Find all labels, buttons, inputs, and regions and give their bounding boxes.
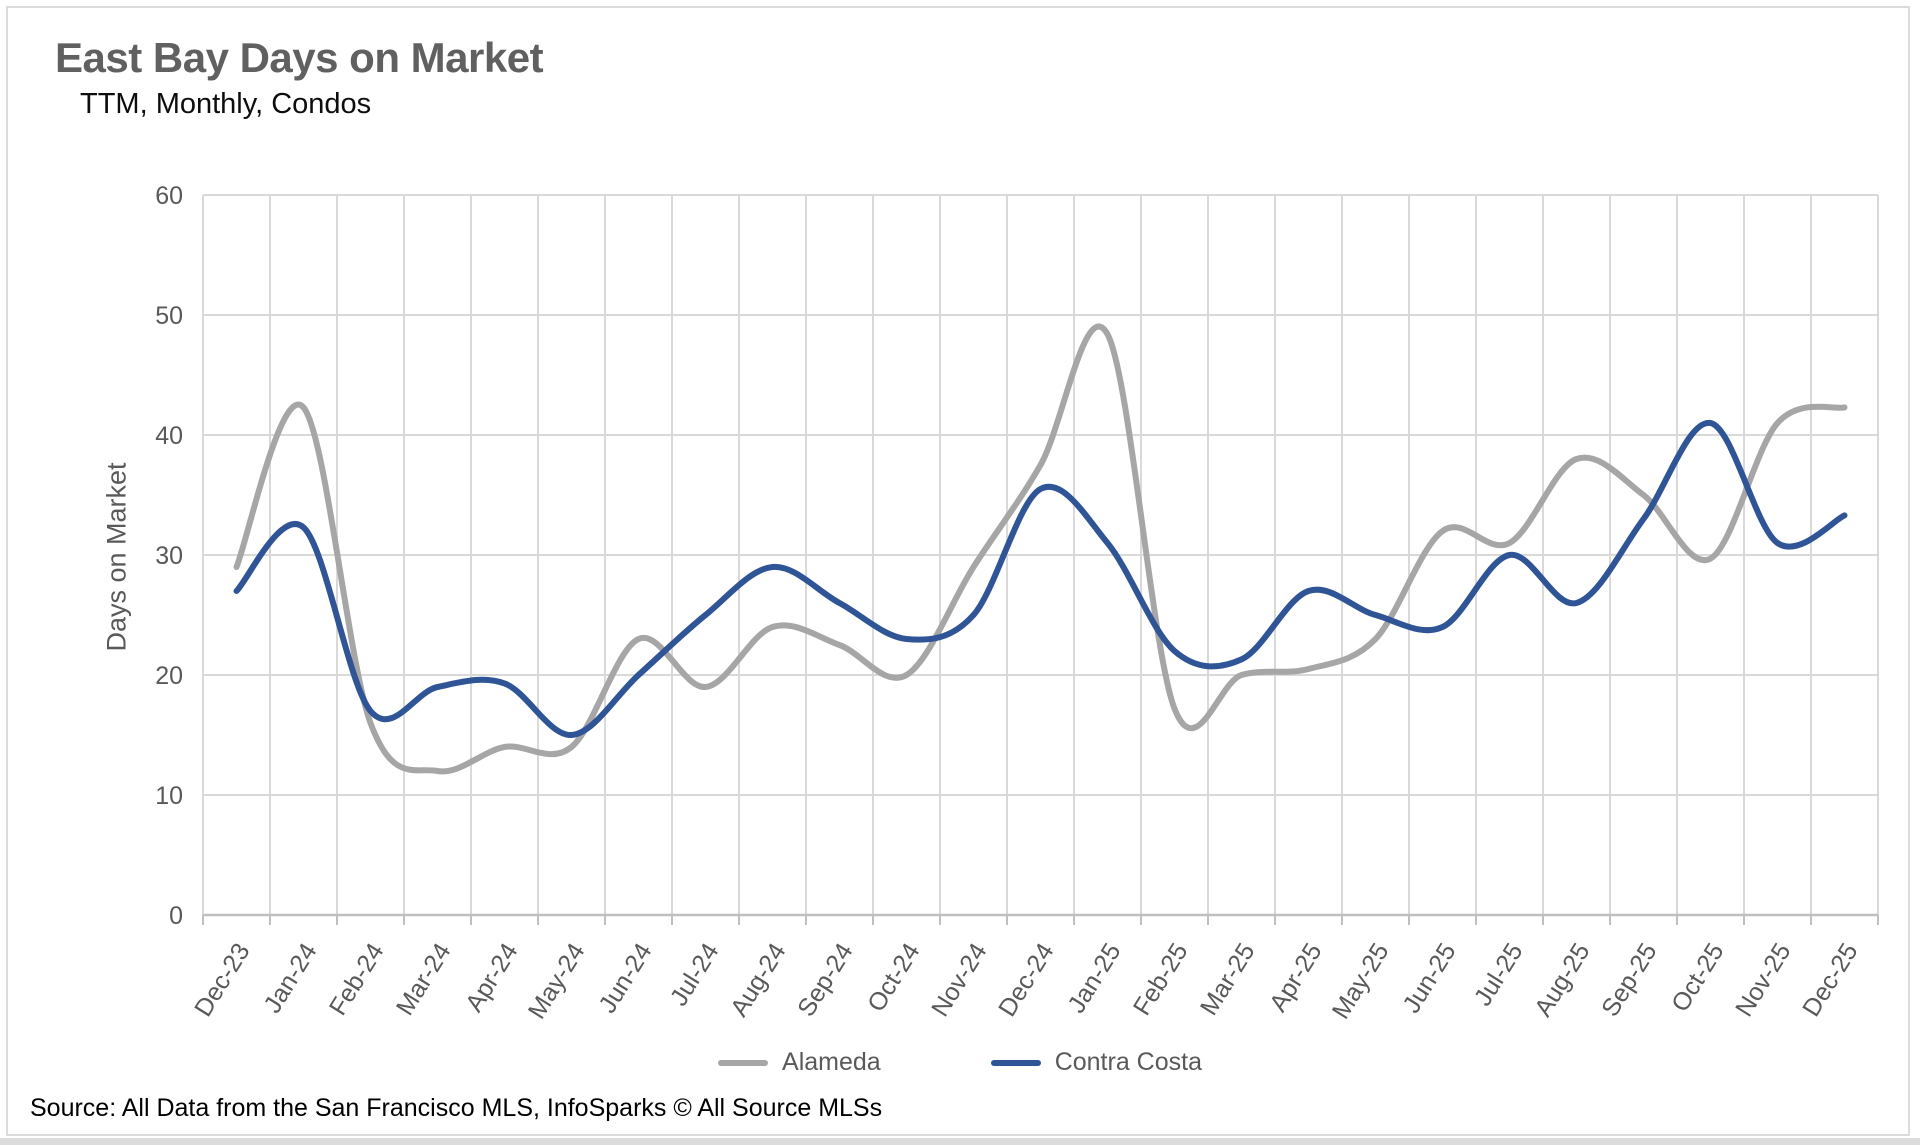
- x-tick-label: Dec-24: [993, 938, 1060, 1021]
- x-tick-label: Mar-24: [391, 938, 457, 1020]
- x-tick-label: Mar-25: [1195, 938, 1261, 1020]
- legend-label-contra-costa: Contra Costa: [1054, 1048, 1202, 1076]
- y-tick-label: 40: [155, 422, 183, 450]
- x-tick-label: Nov-24: [926, 938, 993, 1021]
- x-tick-label: Jun-25: [1397, 938, 1461, 1018]
- page-title: East Bay Days on Market: [55, 34, 544, 81]
- alameda-line: [233, 323, 1848, 775]
- x-tick-label: Sep-24: [792, 938, 859, 1021]
- x-tick-label: Apr-25: [1264, 938, 1328, 1016]
- x-tick-label: May-25: [1327, 938, 1395, 1024]
- y-tick-label: 60: [155, 182, 183, 210]
- x-tick-label: Jul-25: [1469, 938, 1529, 1011]
- legend-item-alameda: Alameda: [718, 1048, 881, 1077]
- x-tick-label: Jun-24: [593, 938, 657, 1018]
- y-tick-label: 50: [155, 302, 183, 330]
- x-tick-label: Dec-23: [189, 938, 255, 1021]
- x-tick-label: Oct-25: [1666, 938, 1730, 1016]
- x-tick-label: May-24: [523, 938, 591, 1024]
- x-tick-label: Aug-25: [1529, 938, 1595, 1021]
- x-tick-label: Apr-24: [460, 938, 524, 1017]
- x-tick-label: Feb-24: [324, 938, 390, 1020]
- x-tick-label: Jan-24: [258, 938, 322, 1018]
- x-tick-label: Jul-24: [665, 938, 725, 1011]
- chart-legend: Alameda Contra Costa: [0, 1048, 1920, 1077]
- contra-costa-swatch-icon: [990, 1059, 1041, 1066]
- legend-item-contra-costa: Contra Costa: [990, 1048, 1202, 1077]
- y-tick-label: 30: [155, 542, 183, 570]
- y-tick-label: 10: [155, 782, 183, 810]
- bottom-edge-strip: [0, 1138, 1920, 1145]
- chart-subtitle: TTM, Monthly, Condos: [80, 88, 372, 120]
- x-tick-label: Dec-25: [1797, 938, 1863, 1021]
- x-tick-label: Oct-24: [862, 938, 926, 1017]
- x-tick-label: Jan-25: [1062, 938, 1126, 1018]
- y-tick-label: 0: [169, 902, 183, 930]
- legend-label-alameda: Alameda: [782, 1048, 881, 1076]
- x-tick-label: Feb-25: [1128, 938, 1194, 1020]
- alameda-swatch-icon: [718, 1059, 769, 1066]
- x-tick-label: Nov-25: [1730, 938, 1796, 1021]
- contra-costa-line: [233, 419, 1848, 738]
- source-note: Source: All Data from the San Francisco …: [30, 1094, 883, 1122]
- x-tick-label: Aug-24: [725, 938, 792, 1021]
- y-tick-label: 20: [155, 662, 183, 690]
- x-tick-label: Sep-25: [1596, 938, 1662, 1021]
